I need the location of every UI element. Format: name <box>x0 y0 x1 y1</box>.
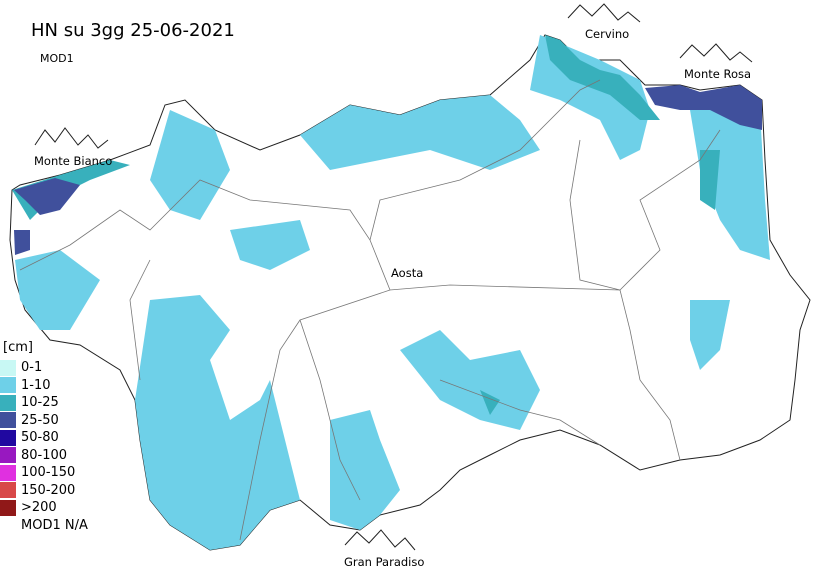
mountain-icon-gran-paradiso <box>344 529 416 551</box>
legend-item: 100-150 <box>0 464 88 482</box>
legend-label: 150-200 <box>21 482 76 498</box>
legend-label: 50-80 <box>21 430 59 446</box>
legend-item: 1-10 <box>0 377 88 395</box>
legend-unit: [cm] <box>3 340 33 355</box>
mountain-icon-cervino <box>567 3 641 23</box>
legend-swatch <box>0 482 16 499</box>
snow-zone-dark <box>14 85 762 255</box>
legend-swatch <box>0 429 16 446</box>
label-monte-bianco: Monte Bianco <box>34 154 113 168</box>
legend-swatch <box>0 499 16 516</box>
model-label: MOD1 <box>40 52 74 65</box>
legend-item: 10-25 <box>0 394 88 412</box>
mountain-icons <box>34 3 753 551</box>
legend-label: 25-50 <box>21 412 59 428</box>
label-aosta: Aosta <box>391 266 424 280</box>
legend-swatch <box>0 394 16 411</box>
legend-item: >200 <box>0 499 88 517</box>
legend-label: >200 <box>21 500 57 516</box>
label-gran-paradiso: Gran Paradiso <box>344 555 425 566</box>
legend-item: 80-100 <box>0 447 88 465</box>
legend: [cm] 0-1 1-10 10-25 25-50 50-80 80-100 100-150… <box>0 340 88 534</box>
legend-swatch <box>0 359 16 376</box>
snow-zone-light <box>15 35 770 550</box>
valley-borders <box>19 79 721 541</box>
label-cervino: Cervino <box>585 27 630 41</box>
legend-label: 80-100 <box>21 447 68 463</box>
legend-swatch <box>0 517 16 534</box>
mountain-icon-monte-bianco <box>34 127 109 149</box>
legend-item: 150-200 <box>0 482 88 500</box>
legend-item: MOD1 N/A <box>0 517 88 535</box>
legend-swatch <box>0 377 16 394</box>
legend-item: 0-1 <box>0 359 88 377</box>
legend-label: 1-10 <box>21 377 51 393</box>
legend-swatch <box>0 412 16 429</box>
legend-label: 10-25 <box>21 395 59 411</box>
map-title: HN su 3gg 25-06-2021 <box>31 20 235 41</box>
legend-label: 100-150 <box>21 465 76 481</box>
legend-label: 0-1 <box>21 360 43 376</box>
legend-item: 50-80 <box>0 429 88 447</box>
legend-item: 25-50 <box>0 412 88 430</box>
legend-label: MOD1 N/A <box>21 517 88 533</box>
label-monte-rosa: Monte Rosa <box>684 67 752 81</box>
legend-swatch <box>0 464 16 481</box>
legend-swatch <box>0 447 16 464</box>
mountain-icon-monte-rosa <box>679 43 753 63</box>
